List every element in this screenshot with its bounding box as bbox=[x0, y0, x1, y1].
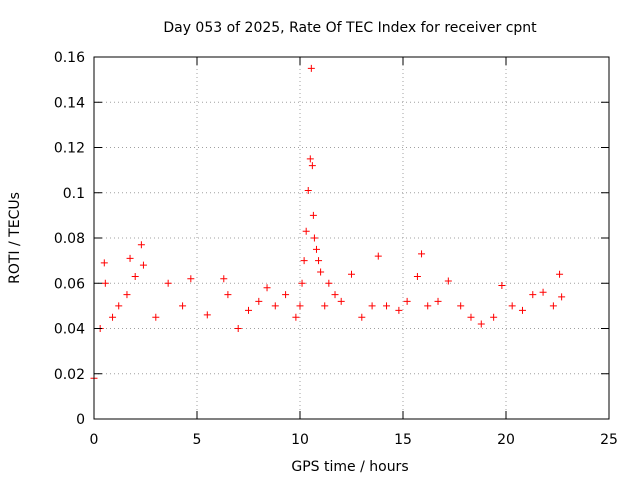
data-point bbox=[131, 272, 139, 280]
data-point bbox=[325, 279, 333, 287]
data-point bbox=[424, 302, 432, 310]
data-point bbox=[139, 261, 147, 269]
data-point bbox=[315, 257, 323, 265]
data-point bbox=[306, 155, 314, 163]
data-point bbox=[529, 291, 537, 299]
data-point bbox=[498, 282, 506, 290]
data-point bbox=[255, 297, 263, 305]
x-tick-marks bbox=[93, 57, 610, 419]
data-point bbox=[164, 279, 172, 287]
data-point bbox=[100, 259, 108, 267]
data-point bbox=[358, 313, 366, 321]
y-tick-label: 0.02 bbox=[54, 367, 85, 383]
data-point bbox=[556, 270, 564, 278]
data-point bbox=[374, 252, 382, 260]
data-point bbox=[310, 234, 318, 242]
data-point bbox=[337, 297, 345, 305]
data-points bbox=[90, 64, 566, 382]
x-tick-label: 5 bbox=[193, 432, 202, 448]
y-tick-label: 0.08 bbox=[54, 231, 85, 247]
x-tick-label: 20 bbox=[497, 432, 515, 448]
data-point bbox=[395, 306, 403, 314]
y-tick-label: 0.12 bbox=[54, 141, 85, 157]
x-tick-label: 25 bbox=[600, 432, 618, 448]
data-point bbox=[300, 257, 308, 265]
data-point bbox=[331, 291, 339, 299]
data-point bbox=[115, 302, 123, 310]
data-point bbox=[490, 313, 498, 321]
x-tick-label: 0 bbox=[90, 432, 99, 448]
data-point bbox=[348, 270, 355, 278]
plot-frame bbox=[93, 56, 610, 420]
data-point bbox=[558, 293, 566, 301]
data-point bbox=[444, 277, 452, 285]
data-point bbox=[292, 313, 300, 321]
data-point bbox=[413, 272, 421, 280]
x-tick-label: 15 bbox=[394, 432, 412, 448]
data-point bbox=[403, 297, 411, 305]
data-point bbox=[308, 162, 316, 170]
y-tick-label: 0.04 bbox=[54, 322, 85, 338]
data-point bbox=[467, 313, 475, 321]
y-tick-label: 0.14 bbox=[54, 95, 85, 111]
x-axis-label: GPS time / hours bbox=[291, 459, 408, 475]
data-point bbox=[317, 268, 325, 276]
data-point bbox=[109, 313, 117, 321]
data-point bbox=[312, 245, 320, 253]
data-point bbox=[282, 291, 290, 299]
data-point bbox=[368, 302, 376, 310]
data-point bbox=[126, 254, 134, 262]
data-point bbox=[302, 227, 310, 235]
data-point bbox=[245, 306, 252, 314]
y-tick-label: 0.1 bbox=[63, 186, 85, 202]
data-point bbox=[477, 320, 485, 328]
data-point bbox=[418, 250, 426, 258]
data-point bbox=[539, 288, 547, 296]
data-point bbox=[137, 241, 145, 249]
x-tick-label: 10 bbox=[291, 432, 309, 448]
data-point bbox=[220, 275, 228, 283]
data-point bbox=[224, 291, 232, 299]
data-point bbox=[203, 311, 211, 319]
data-point bbox=[123, 291, 131, 299]
data-point bbox=[508, 302, 516, 310]
data-point bbox=[309, 211, 317, 219]
chart-title: Day 053 of 2025, Rate Of TEC Index for r… bbox=[163, 20, 537, 36]
y-tick-label: 0.06 bbox=[54, 276, 85, 292]
data-point bbox=[234, 325, 242, 332]
data-point bbox=[383, 302, 391, 310]
data-point bbox=[518, 306, 526, 314]
y-axis-label: ROTI / TECUs bbox=[7, 192, 23, 284]
data-point bbox=[307, 64, 315, 72]
data-point bbox=[152, 313, 160, 321]
data-point bbox=[101, 279, 109, 287]
data-point bbox=[298, 279, 306, 287]
data-point bbox=[321, 302, 329, 310]
data-point bbox=[457, 302, 465, 310]
data-point bbox=[271, 302, 279, 310]
data-point bbox=[187, 275, 195, 283]
data-point bbox=[296, 302, 304, 310]
data-point bbox=[179, 302, 187, 310]
y-tick-label: 0 bbox=[76, 412, 85, 428]
data-point bbox=[263, 284, 271, 292]
data-point bbox=[549, 302, 557, 310]
grid-lines bbox=[94, 57, 609, 419]
y-tick-marks bbox=[94, 56, 609, 420]
data-point bbox=[434, 297, 442, 305]
data-point bbox=[304, 186, 312, 194]
y-tick-label: 0.16 bbox=[54, 50, 85, 66]
